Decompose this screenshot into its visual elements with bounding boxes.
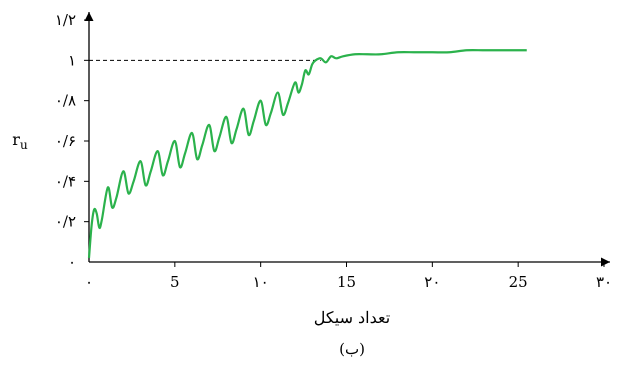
series-line xyxy=(87,49,527,259)
y-axis-arrow xyxy=(84,12,94,21)
x-tick-label: 5 xyxy=(170,273,180,291)
x-tick-label: ۰ xyxy=(85,273,93,291)
y-axis-title-main: r xyxy=(12,130,20,149)
x-tick-label: ۳۰ xyxy=(596,273,612,291)
y-axis-title-sub: u xyxy=(20,138,28,152)
y-tick-label: ۰/۶ xyxy=(55,132,76,150)
x-tick-label: 15 xyxy=(337,273,356,291)
x-tick-label: ۱۰ xyxy=(253,273,269,291)
axes xyxy=(84,12,610,267)
y-axis-title: ru xyxy=(12,130,28,152)
y-tick-label: ۰/۸ xyxy=(55,92,76,110)
tick-labels-group: ۰ 5 ۱۰ 15 ۲۰ 25 ۳۰ ۰ ۰/۲ ۰/۴ ۰/۶ ۰/۸ ۱ ۱/۲ xyxy=(55,11,612,291)
x-tick-label: 25 xyxy=(509,273,528,291)
figure-caption: (ب) xyxy=(339,340,365,358)
y-tick-label: ۱ xyxy=(68,51,76,69)
x-tick-label: ۲۰ xyxy=(424,273,440,291)
y-tick-label: ۰/۲ xyxy=(55,213,76,231)
y-tick-label: ۰/۴ xyxy=(55,172,76,190)
y-tick-label: ۱/۲ xyxy=(55,11,76,29)
x-axis-title: تعداد سیکل xyxy=(314,308,390,327)
series-group xyxy=(87,49,527,259)
y-tick-label: ۰ xyxy=(68,253,76,271)
x-axis-arrow xyxy=(601,257,610,267)
